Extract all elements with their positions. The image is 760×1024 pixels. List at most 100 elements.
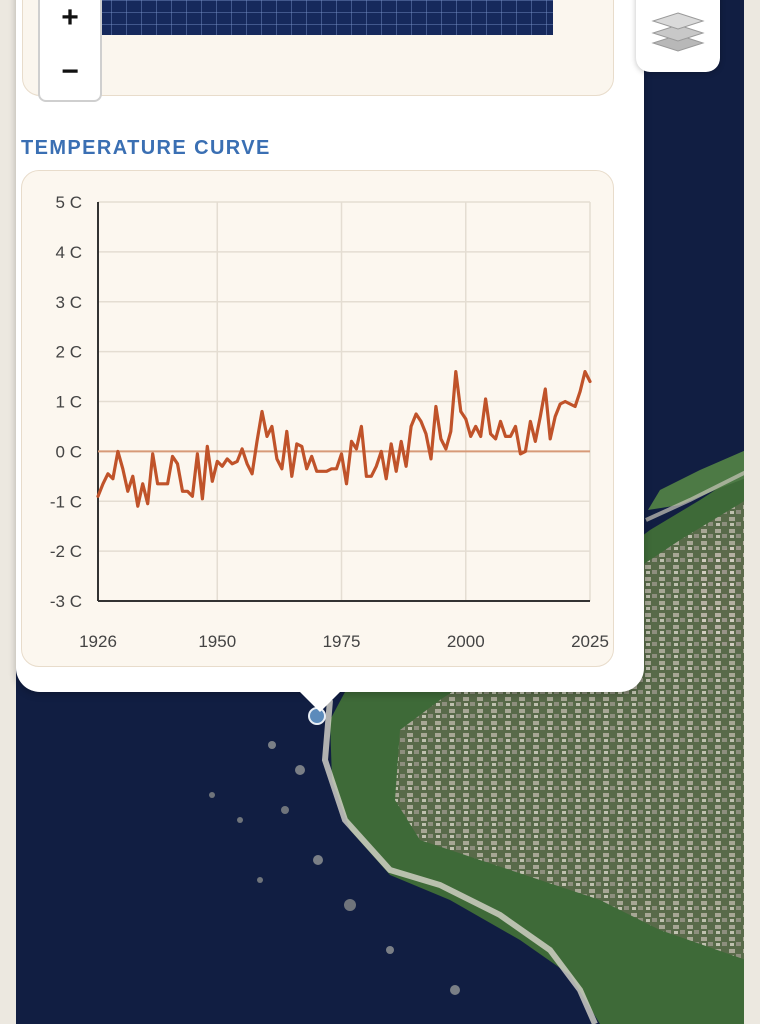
data-point-2003 — [479, 435, 482, 438]
data-point-1965 — [290, 475, 294, 478]
data-point-2013 — [529, 420, 532, 423]
data-point-2024 — [583, 370, 587, 373]
data-point-1997 — [449, 430, 453, 433]
temperature-chart-card: 5 C 4 C 3 C 2 C 1 C 0 C -1 C -2 C -3 C 1926 1950 19… — [21, 170, 614, 667]
y-tick-label: 5 C — [56, 193, 82, 212]
layers-button[interactable] — [636, 0, 720, 72]
zoom-out-button[interactable]: − — [38, 44, 102, 102]
data-point-1926 — [96, 495, 100, 498]
x-tick-label: 1975 — [323, 632, 361, 651]
data-point-1978 — [355, 447, 358, 451]
data-point-1984 — [385, 477, 388, 481]
data-point-2014 — [534, 440, 537, 443]
data-point-2005 — [489, 432, 492, 436]
data-point-1947 — [201, 497, 204, 500]
data-point-1973 — [330, 467, 333, 471]
y-tick-label: 1 C — [56, 393, 82, 412]
data-point-1993 — [429, 457, 433, 461]
data-point-2002 — [474, 425, 477, 428]
data-point-1960 — [265, 435, 269, 438]
section-title: TEMPERATURE CURVE — [21, 137, 271, 159]
x-tick-label: 1926 — [79, 632, 117, 651]
data-point-1989 — [409, 425, 413, 428]
data-point-2025 — [588, 380, 592, 383]
data-point-1957 — [250, 472, 254, 476]
data-point-1930 — [116, 450, 120, 453]
data-point-1950 — [216, 460, 219, 463]
data-point-2017 — [549, 437, 552, 441]
data-point-1944 — [186, 490, 189, 493]
data-point-1988 — [404, 465, 408, 468]
data-point-1955 — [240, 447, 244, 451]
data-point-1974 — [335, 467, 338, 471]
data-point-1971 — [320, 470, 323, 473]
data-point-1956 — [245, 462, 249, 466]
data-point-1928 — [106, 472, 110, 476]
data-point-1962 — [275, 457, 279, 461]
data-point-2011 — [519, 452, 522, 456]
data-point-2022 — [573, 405, 577, 408]
data-point-1961 — [270, 425, 274, 428]
x-tick-label: 2000 — [447, 632, 485, 651]
data-point-1983 — [380, 450, 383, 453]
data-point-1958 — [255, 440, 259, 443]
data-point-1945 — [191, 495, 194, 498]
data-point-1982 — [375, 465, 378, 468]
data-point-1968 — [305, 467, 308, 471]
data-point-1991 — [419, 420, 423, 423]
data-point-1966 — [295, 442, 298, 446]
data-point-1932 — [126, 490, 130, 493]
data-point-1976 — [345, 482, 348, 485]
temperature-series-line — [96, 370, 592, 508]
data-point-1967 — [300, 445, 303, 448]
data-point-2006 — [494, 437, 497, 441]
data-point-1996 — [444, 447, 448, 451]
data-point-2015 — [539, 415, 542, 418]
map-edge-left — [0, 0, 16, 1024]
data-point-2020 — [563, 400, 567, 403]
y-tick-label: 0 C — [56, 442, 82, 461]
data-point-1929 — [111, 477, 115, 481]
x-tick-label: 2025 — [571, 632, 609, 651]
y-tick-label: 3 C — [56, 293, 82, 312]
data-point-1994 — [434, 405, 438, 408]
popup-pointer — [298, 690, 342, 712]
y-tick-label: -1 C — [50, 492, 82, 511]
data-point-1954 — [235, 460, 239, 463]
data-point-1963 — [280, 467, 284, 471]
data-point-1952 — [226, 457, 229, 461]
y-tick-label: -3 C — [50, 592, 82, 611]
zoom-in-button[interactable]: + — [38, 0, 102, 47]
data-point-1938 — [156, 482, 159, 485]
data-point-1990 — [414, 412, 418, 416]
warming-stripes-chart — [96, 0, 553, 35]
y-tick-label: -2 C — [50, 542, 82, 561]
data-point-1986 — [394, 470, 398, 473]
data-point-1985 — [390, 442, 393, 446]
data-point-1972 — [325, 470, 328, 473]
data-point-1931 — [121, 467, 125, 471]
data-point-2008 — [504, 435, 507, 438]
data-point-1948 — [206, 445, 209, 448]
data-point-1970 — [315, 470, 318, 473]
data-point-2004 — [484, 397, 487, 401]
data-point-1949 — [211, 480, 214, 483]
data-point-1937 — [151, 452, 154, 456]
y-tick-label: 4 C — [56, 243, 82, 262]
data-point-2007 — [499, 420, 502, 423]
data-point-2012 — [524, 450, 527, 453]
data-point-2018 — [554, 415, 557, 418]
data-point-2010 — [514, 425, 517, 428]
map-edge-right — [744, 0, 760, 1024]
data-point-1927 — [101, 482, 105, 485]
data-point-1981 — [370, 475, 373, 478]
data-point-1934 — [136, 505, 139, 508]
layers-icon — [651, 12, 705, 52]
data-point-1977 — [350, 440, 353, 443]
data-point-1942 — [176, 462, 179, 466]
data-point-1939 — [161, 482, 164, 485]
data-point-2016 — [544, 387, 547, 391]
data-point-1951 — [221, 465, 224, 468]
data-point-2019 — [558, 402, 562, 406]
temperature-line-chart: 5 C 4 C 3 C 2 C 1 C 0 C -1 C -2 C -3 C 1926 1950 19… — [50, 193, 609, 651]
